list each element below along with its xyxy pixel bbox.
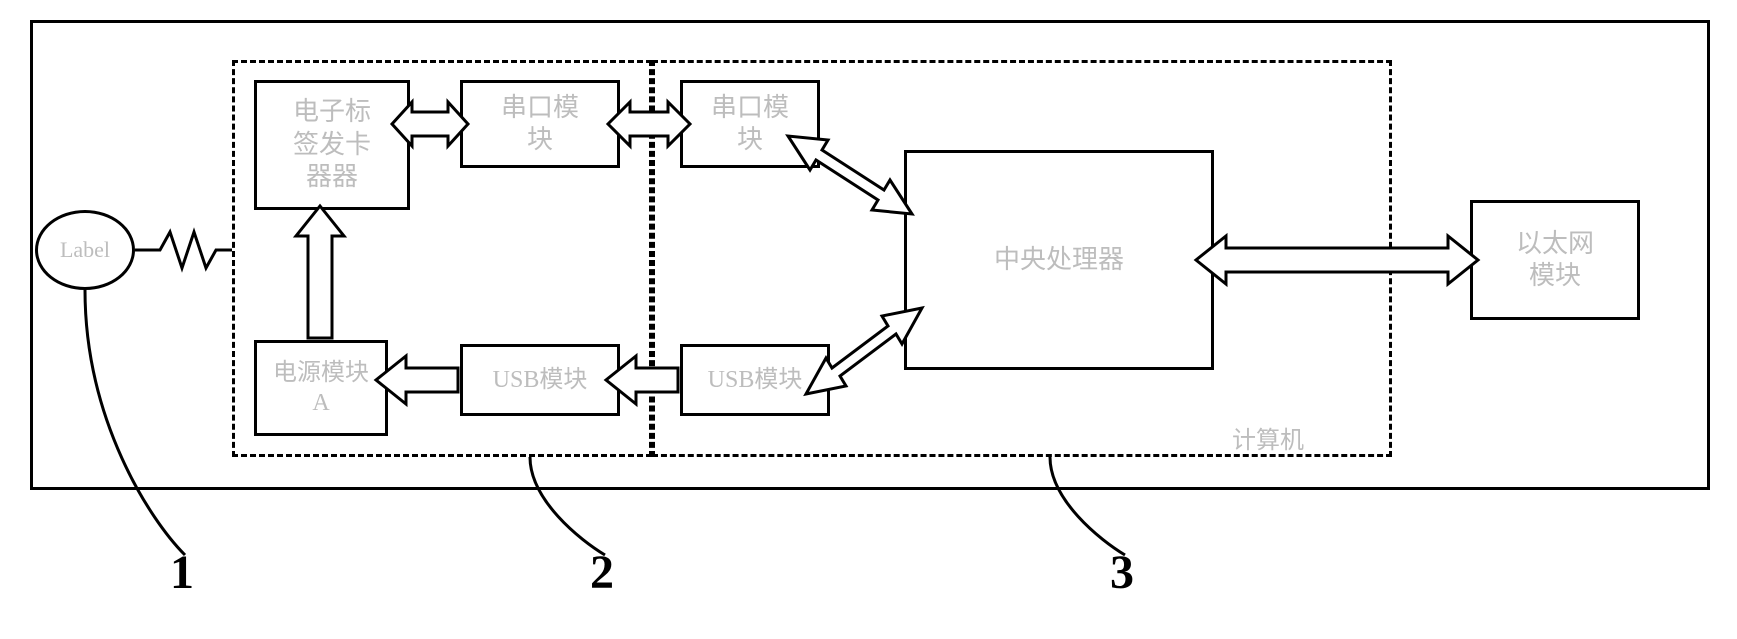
- callout-1-number: 1: [170, 545, 194, 600]
- cpu-text: 中央处理器: [994, 244, 1124, 277]
- power-module-a-text: 电源模块 A: [273, 358, 369, 418]
- serial-module-a-text: 串口模 块: [501, 92, 579, 157]
- power-module-a: 电源模块 A: [254, 340, 388, 436]
- callout-3-number: 3: [1110, 545, 1134, 600]
- ethernet-module: 以太网 模块: [1470, 200, 1640, 320]
- usb-module-b-text: USB模块: [708, 365, 803, 395]
- cpu: 中央处理器: [904, 150, 1214, 370]
- tag-reader: 电子标 签发卡 器器: [254, 80, 410, 210]
- serial-module-b-text: 串口模 块: [711, 92, 789, 157]
- callout-2-number: 2: [590, 545, 614, 600]
- label-tag: Label: [35, 210, 135, 290]
- usb-module-b: USB模块: [680, 344, 830, 416]
- tag-reader-text: 电子标 签发卡 器器: [293, 96, 371, 194]
- ethernet-module-text: 以太网 模块: [1516, 228, 1594, 293]
- label-tag-text: Label: [60, 237, 110, 263]
- diagram-canvas: 计算机 Label 电子标 签发卡 器器 电源模块 A 串口模 块 USB模块 …: [0, 0, 1737, 639]
- serial-module-b: 串口模 块: [680, 80, 820, 168]
- serial-module-a: 串口模 块: [460, 80, 620, 168]
- usb-module-a-text: USB模块: [493, 365, 588, 395]
- group-3-label: 计算机: [1232, 420, 1304, 455]
- usb-module-a: USB模块: [460, 344, 620, 416]
